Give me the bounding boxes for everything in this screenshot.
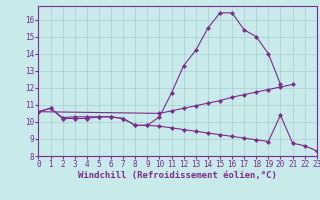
X-axis label: Windchill (Refroidissement éolien,°C): Windchill (Refroidissement éolien,°C) (78, 171, 277, 180)
